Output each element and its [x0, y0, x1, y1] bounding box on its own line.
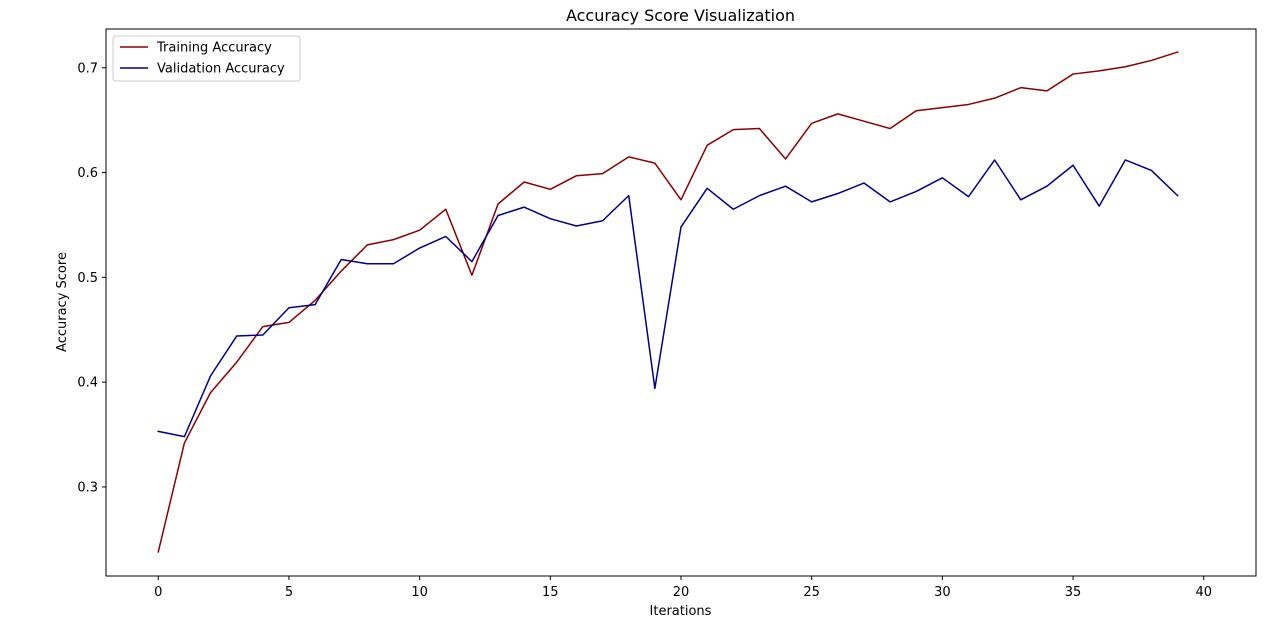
y-axis-label: Accuracy Score [55, 252, 70, 352]
y-tick-label: 0.3 [77, 480, 98, 495]
chart-title: Accuracy Score Visualization [566, 6, 795, 25]
y-tick-label: 0.5 [77, 271, 98, 286]
x-tick-label: 10 [411, 585, 428, 600]
y-axis: 0.3 0.4 0.5 0.6 0.7 [77, 61, 106, 495]
plot-area [106, 29, 1256, 576]
x-axis-label: Iterations [650, 604, 712, 619]
x-tick-label: 20 [673, 585, 690, 600]
y-tick-label: 0.4 [77, 376, 98, 391]
series-layer [157, 51, 1179, 553]
legend-label: Validation Accuracy [157, 62, 285, 77]
x-tick-label: 30 [934, 585, 951, 600]
x-tick-label: 35 [1065, 585, 1082, 600]
legend-label: Training Accuracy [156, 41, 272, 56]
x-axis: 0 5 10 15 20 25 30 35 40 [154, 576, 1212, 600]
legend: Training Accuracy Validation Accuracy [112, 35, 301, 82]
series-line-validation [157, 159, 1179, 438]
x-tick-label: 40 [1195, 585, 1212, 600]
x-tick-label: 5 [285, 585, 293, 600]
x-tick-label: 25 [803, 585, 820, 600]
y-tick-label: 0.6 [77, 166, 98, 181]
legend-box [112, 35, 301, 82]
y-tick-label: 0.7 [77, 61, 98, 76]
x-tick-label: 15 [542, 585, 559, 600]
series-line-training [157, 51, 1179, 553]
x-tick-label: 0 [154, 585, 162, 600]
